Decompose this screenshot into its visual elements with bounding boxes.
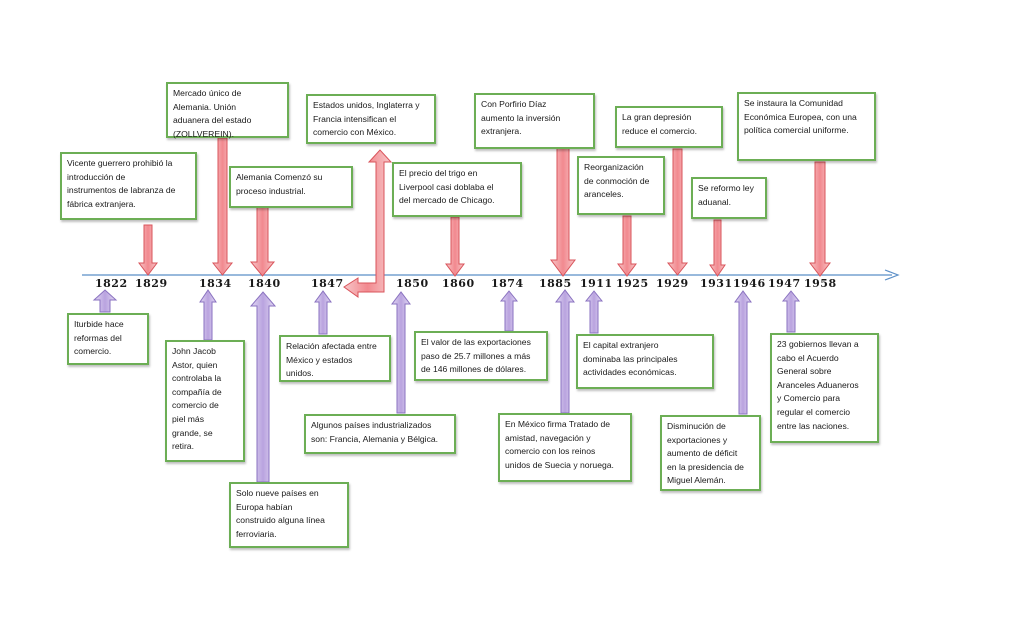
event-box-1911: El capital extranjero dominaba las princ…	[576, 334, 714, 389]
event-box-1958: Se instaura la Comunidad Económica Europ…	[737, 92, 876, 161]
year-label: 1834	[199, 277, 232, 290]
year-label: 1847	[311, 277, 344, 290]
year-label: 1911	[580, 277, 613, 290]
arrow-up-1947	[781, 290, 801, 333]
event-box-1885: Con Porfirio Díaz aumento la inversión e…	[474, 93, 595, 149]
event-box-1840: Alemania Comenzó su proceso industrial.	[229, 166, 353, 208]
year-label: 1829	[135, 277, 168, 290]
arrow-up-1847	[314, 290, 332, 335]
year-label: 1885	[539, 277, 572, 290]
arrow-up-1885	[555, 289, 575, 414]
arrow-down-1929	[666, 148, 689, 276]
year-label: 1860	[442, 277, 475, 290]
event-box-1929: La gran depresión reduce el comercio.	[615, 106, 723, 148]
arrow-down-1829	[138, 224, 158, 276]
arrow-up-1840	[249, 291, 277, 483]
arrow-down-1834	[211, 137, 234, 276]
event-box-1947: 23 gobiernos llevan a cabo el Acuerdo Ge…	[770, 333, 879, 443]
event-box-1847-relation: Relación afectada entre México y estados…	[279, 335, 391, 382]
event-box-1829: Vicente guerrero prohibió la introducció…	[60, 152, 197, 220]
event-box-1860: El precio del trigo en Liverpool casi do…	[392, 162, 522, 217]
arrow-up-1834	[199, 289, 217, 341]
year-label: 1850	[396, 277, 429, 290]
arrow-up-1946	[734, 290, 752, 415]
arrow-down-1860	[445, 216, 465, 277]
arrow-up-1911	[584, 290, 604, 334]
year-label: 1931	[700, 277, 733, 290]
arrow-down-1958	[808, 161, 832, 277]
arrow-down-1885	[550, 147, 576, 277]
year-label: 1929	[656, 277, 689, 290]
year-label: 1874	[491, 277, 524, 290]
event-box-1925: Reorganización de conmoción de aranceles…	[577, 156, 665, 215]
event-box-1834-astor: John Jacob Astor, quien controlaba la co…	[165, 340, 245, 462]
event-box-1874: El valor de las exportaciones paso de 25…	[414, 331, 548, 381]
event-box-1931: Se reformo ley aduanal.	[691, 177, 767, 219]
arrow-up-1850	[391, 291, 411, 414]
event-box-1850: Algunos países industrializados son: Fra…	[304, 414, 456, 454]
arrow-down-1925	[617, 215, 637, 277]
year-label: 1925	[616, 277, 649, 290]
arrow-bent-1847	[343, 149, 393, 298]
year-label: 1822	[95, 277, 128, 290]
event-box-1834: Mercado único de Alemania. Unión aduaner…	[166, 82, 289, 139]
year-label: 1946	[733, 277, 766, 290]
arrow-up-1874	[499, 290, 519, 332]
year-label: 1958	[804, 277, 837, 290]
arrow-down-1931	[709, 219, 726, 277]
year-label: 1840	[248, 277, 281, 290]
arrow-down-1840	[249, 206, 276, 277]
event-box-1847: Estados unidos, Inglaterra y Francia int…	[306, 94, 436, 144]
year-label: 1947	[768, 277, 801, 290]
arrow-up-1822	[92, 289, 118, 313]
event-box-1885-treaty: En México firma Tratado de amistad, nave…	[498, 413, 632, 482]
event-box-1822: Iturbide hace reformas del comercio.	[67, 313, 149, 365]
timeline-axis-arrowhead	[884, 269, 900, 281]
event-box-1946: Disminución de exportaciones y aumento d…	[660, 415, 761, 491]
event-box-1840-railway: Solo nueve países en Europa habían const…	[229, 482, 349, 548]
